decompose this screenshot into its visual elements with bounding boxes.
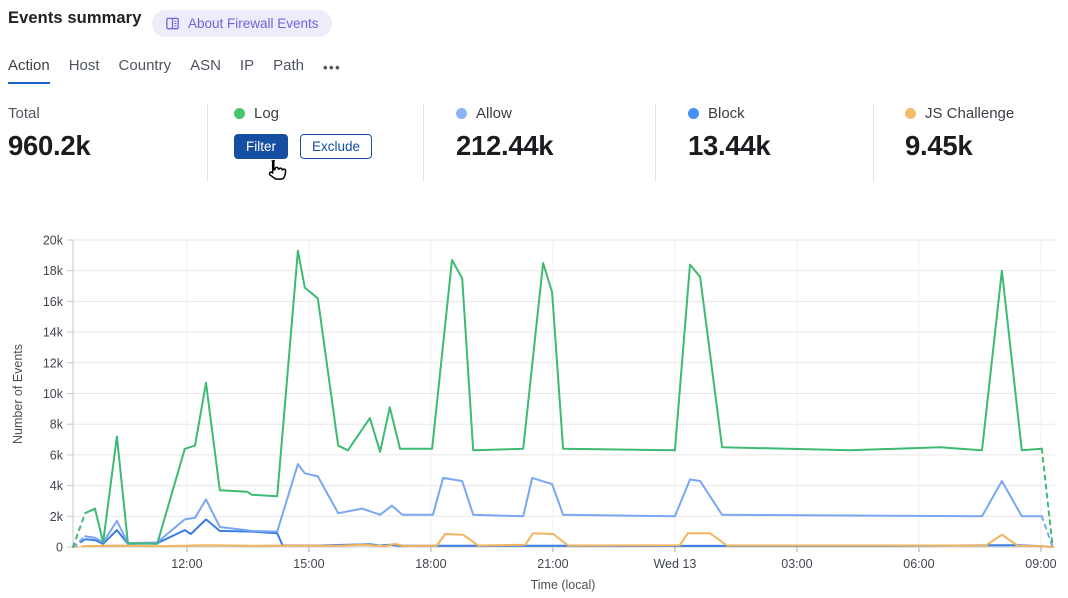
stat-total-value: 960.2k	[8, 130, 91, 161]
stat-allow-label: Allow	[476, 105, 512, 122]
series-allow-dashed	[1040, 515, 1054, 548]
tab-host[interactable]: Host	[68, 57, 100, 74]
series-log-dashed	[72, 512, 87, 548]
x-tick-label: 21:00	[537, 557, 568, 571]
tab-action[interactable]: Action	[8, 57, 50, 84]
stat-divider	[655, 104, 656, 182]
stat-block-value: 13.44k	[688, 130, 771, 161]
y-axis-title: Number of Events	[11, 344, 25, 444]
page-title: Events summary	[8, 9, 142, 27]
series-block-line	[84, 518, 1054, 548]
allow-legend-dot	[456, 108, 467, 119]
tab-path[interactable]: Path	[273, 57, 304, 74]
y-tick-label: 14k	[43, 326, 64, 340]
y-tick-label: 0	[56, 541, 63, 555]
stat-block[interactable]: Block 13.44k	[688, 105, 771, 162]
log-legend-dot	[234, 108, 245, 119]
series-js-challenge-dashed	[72, 545, 87, 548]
x-axis-title: Time (local)	[531, 578, 596, 592]
x-tick-label: 15:00	[293, 557, 324, 571]
x-tick-label: 18:00	[415, 557, 446, 571]
tabs-more-button[interactable]: •••	[322, 60, 342, 75]
stat-total-label: Total	[8, 105, 40, 122]
stat-js-challenge-label: JS Challenge	[925, 105, 1015, 122]
series-js-challenge-line	[84, 532, 1054, 548]
exclude-button[interactable]: Exclude	[300, 134, 373, 159]
y-tick-label: 12k	[43, 356, 64, 370]
stat-log-label: Log	[254, 105, 280, 122]
about-firewall-events-badge[interactable]: About Firewall Events	[152, 10, 332, 37]
stat-log[interactable]: Log Filter Exclude	[234, 105, 373, 159]
y-tick-label: 20k	[43, 234, 64, 248]
tab-asn[interactable]: ASN	[190, 57, 221, 74]
series-allow-line	[84, 463, 1043, 545]
series-log-line	[84, 249, 1043, 545]
stat-allow-value: 212.44k	[456, 130, 554, 161]
y-tick-label: 4k	[50, 479, 64, 493]
stat-block-label: Block	[708, 105, 745, 122]
x-tick-label: 03:00	[781, 557, 812, 571]
tab-ip[interactable]: IP	[239, 57, 255, 74]
stat-divider	[423, 104, 424, 182]
about-badge-label: About Firewall Events	[188, 16, 319, 31]
filter-button[interactable]: Filter	[234, 134, 288, 159]
x-tick-label: 09:00	[1025, 557, 1056, 571]
y-tick-label: 10k	[43, 387, 64, 401]
stat-divider	[873, 104, 874, 182]
x-tick-label: Wed 13	[653, 557, 696, 571]
series-allow-dashed	[72, 535, 87, 548]
stat-js-challenge-value: 9.45k	[905, 130, 973, 161]
js-challenge-legend-dot	[905, 108, 916, 119]
y-tick-label: 8k	[50, 418, 64, 432]
stat-divider	[207, 104, 208, 182]
x-tick-label: 06:00	[903, 557, 934, 571]
series-log-dashed	[1040, 447, 1054, 548]
stat-allow[interactable]: Allow 212.44k	[456, 105, 554, 162]
stat-js-challenge[interactable]: JS Challenge 9.45k	[905, 105, 1014, 162]
summary-tabs: Action Host Country ASN IP Path •••	[8, 57, 341, 84]
y-tick-label: 2k	[50, 510, 64, 524]
x-tick-label: 12:00	[171, 557, 202, 571]
y-tick-label: 18k	[43, 264, 64, 278]
tab-country[interactable]: Country	[118, 57, 172, 74]
book-icon	[166, 17, 179, 30]
y-tick-label: 16k	[43, 295, 64, 309]
y-tick-label: 6k	[50, 448, 64, 462]
block-legend-dot	[688, 108, 699, 119]
mouse-cursor-pointer-icon	[268, 160, 287, 180]
stat-total: Total 960.2k	[8, 105, 91, 162]
